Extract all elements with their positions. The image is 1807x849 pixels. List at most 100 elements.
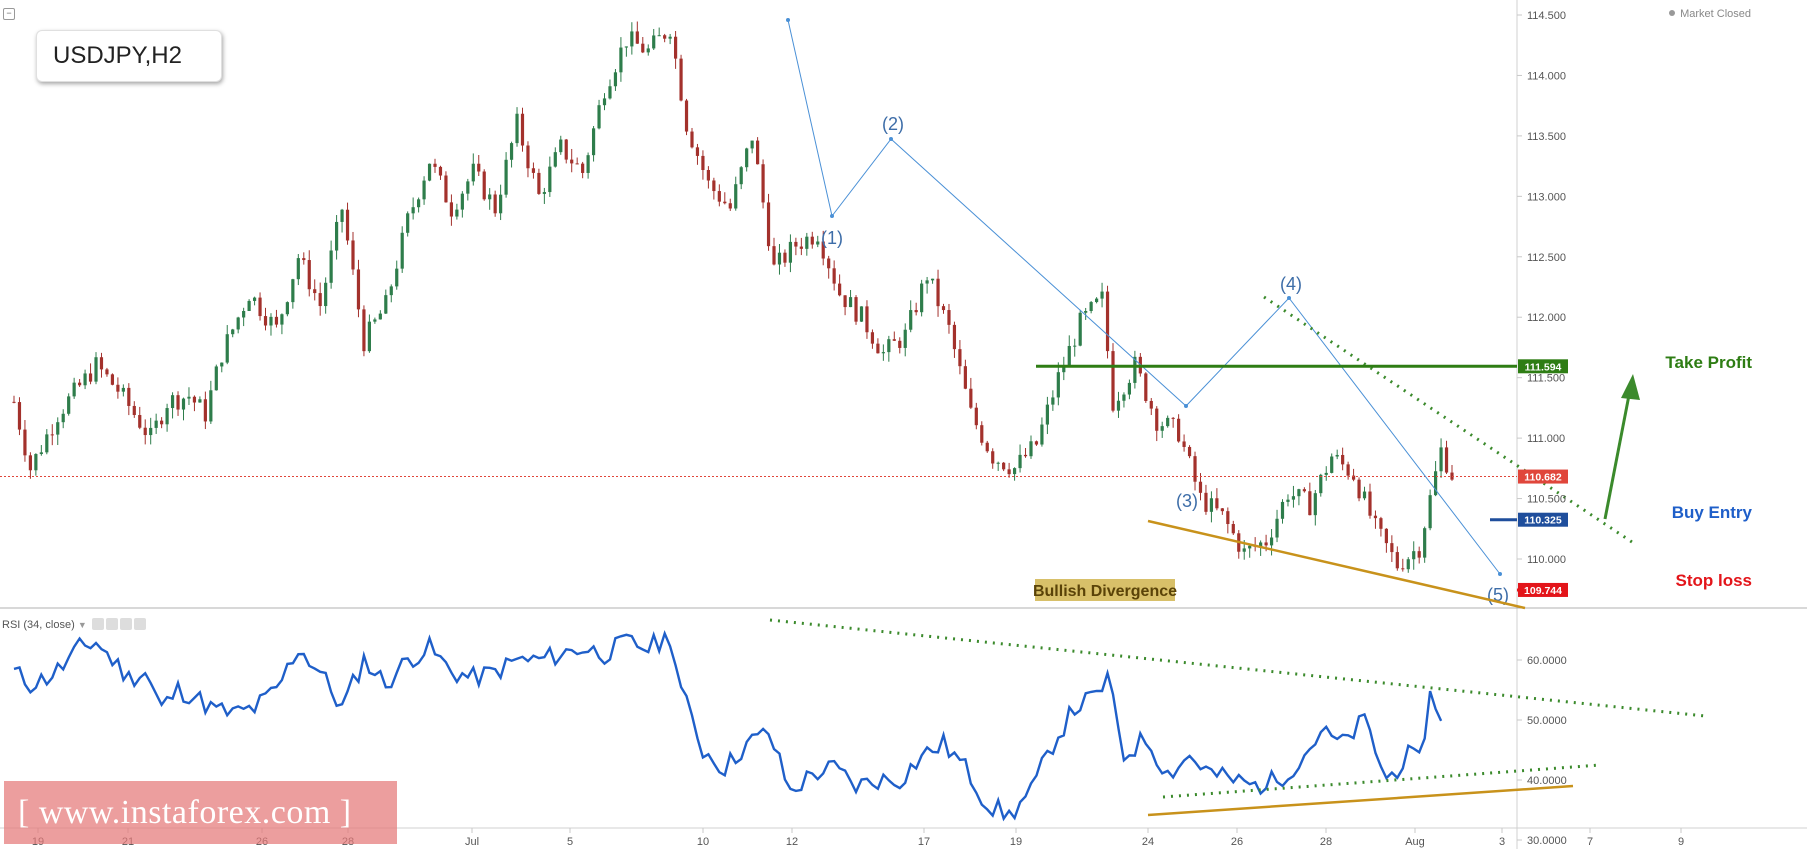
rsi-legend-label: RSI (34, close) <box>2 619 75 631</box>
candle-body <box>1302 489 1306 492</box>
candle-body <box>1406 559 1410 570</box>
candle-body <box>1264 542 1268 546</box>
price-tick-label: 113.500 <box>1527 131 1566 143</box>
candle-body <box>646 48 650 53</box>
candle-body <box>1335 454 1339 457</box>
status-dot-icon <box>1669 10 1676 16</box>
candle-body <box>417 199 421 208</box>
price-axis: 114.500 114.000 113.500 113.000 112.500 112.0… <box>1517 10 1566 566</box>
candle-body <box>1084 311 1088 313</box>
candle-body <box>1209 498 1214 512</box>
time-tick-label: 28 <box>1320 836 1332 848</box>
buy-entry-label: Buy Entry <box>1672 503 1753 522</box>
candle-body <box>127 387 131 406</box>
candle-body <box>252 297 257 301</box>
candle-body <box>1275 518 1279 538</box>
candle-body <box>1248 545 1252 549</box>
candle-body <box>340 209 344 222</box>
wave-label-3: (3) <box>1176 491 1198 511</box>
target-arrow-head <box>1621 374 1640 400</box>
candle-body <box>181 398 186 410</box>
time-tick-label: 19 <box>1010 836 1022 848</box>
candle-body <box>1100 291 1104 299</box>
plus-icon[interactable] <box>119 618 132 630</box>
candle-body <box>39 452 43 455</box>
candle-body <box>766 202 771 247</box>
candle-body <box>1390 543 1394 553</box>
candle-body <box>1155 408 1159 431</box>
dropdown-caret-icon[interactable]: ▼ <box>77 620 87 630</box>
candle-body <box>553 152 557 167</box>
candle-body <box>641 43 645 53</box>
candle-body <box>892 339 896 341</box>
candle-body <box>493 194 497 214</box>
candle-body <box>351 240 355 270</box>
candle-body <box>695 147 700 156</box>
candle-body <box>302 258 306 261</box>
candle-body <box>1439 447 1443 472</box>
rsi-tick-label: 40.0000 <box>1527 775 1567 787</box>
candle-body <box>28 455 33 471</box>
elliott-wave-1-2 <box>787 19 1187 407</box>
candle-body <box>395 268 399 287</box>
candle-body <box>1373 515 1378 519</box>
price-tag-bg <box>1518 582 1568 597</box>
candle-body <box>94 357 98 382</box>
wave-label-4: (4) <box>1280 274 1302 294</box>
wave-point <box>889 137 893 141</box>
candle-body <box>597 105 601 129</box>
candle-body <box>23 429 27 456</box>
candle-body <box>78 382 82 386</box>
candle-body <box>138 415 142 428</box>
candle-body <box>198 399 202 403</box>
price-tick-label: 110.000 <box>1527 554 1566 566</box>
candle-body <box>756 140 760 165</box>
candle-body <box>848 297 853 308</box>
candle-body <box>1029 441 1033 457</box>
candle-body <box>936 278 940 307</box>
price-tick-label: 111.000 <box>1527 433 1565 445</box>
candle-body <box>449 202 454 217</box>
candle-body <box>843 295 847 308</box>
candle-body <box>143 427 147 436</box>
time-tick-label: 9 <box>1678 836 1684 848</box>
candle-body <box>50 434 54 436</box>
candle-body <box>1226 511 1230 525</box>
candle-body <box>930 278 935 281</box>
candle-body <box>570 159 574 164</box>
candle-body <box>406 213 410 233</box>
candle-body <box>958 349 962 367</box>
price-tick-label: 110.500 <box>1527 494 1566 506</box>
candle-body <box>745 148 749 168</box>
candle-body <box>1127 382 1132 395</box>
candle-body <box>422 180 426 200</box>
candle-body <box>684 100 689 132</box>
price-tick-label: 113.000 <box>1527 191 1566 203</box>
candle-body <box>985 442 989 452</box>
candle-body <box>1166 417 1170 427</box>
divergence-label: Bullish Divergence <box>1033 583 1177 600</box>
price-tick-label: 114.500 <box>1527 10 1566 22</box>
candle-body <box>581 163 585 173</box>
candle-body <box>17 402 22 430</box>
candle-body <box>1193 456 1197 482</box>
settings-icon[interactable] <box>105 618 118 630</box>
candle-body <box>116 384 120 392</box>
candle-body <box>291 279 295 303</box>
candle-body <box>400 232 404 269</box>
collapse-icon[interactable]: − <box>3 8 15 20</box>
candle-body <box>34 454 38 471</box>
time-tick-label: 7 <box>1587 836 1593 848</box>
close-icon[interactable] <box>133 618 146 630</box>
candle-body <box>1286 499 1290 502</box>
candle-body <box>657 35 661 37</box>
market-status: Market Closed <box>1669 8 1751 20</box>
candle-body <box>717 191 721 202</box>
candle-body <box>652 35 656 49</box>
rsi-tick-label: 30.0000 <box>1527 835 1567 847</box>
candle-body <box>1384 528 1388 544</box>
candle-body <box>1297 489 1301 497</box>
candle-body <box>963 366 967 389</box>
candle-body <box>482 171 486 200</box>
eye-icon[interactable] <box>91 618 104 630</box>
